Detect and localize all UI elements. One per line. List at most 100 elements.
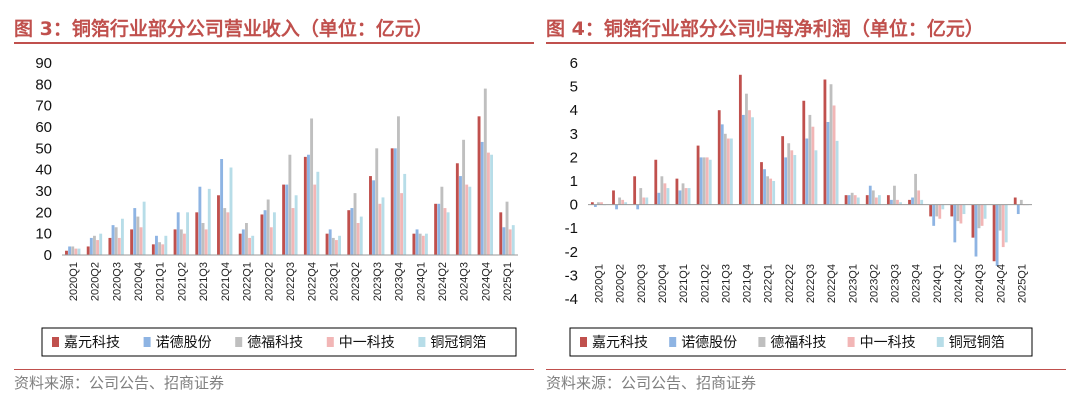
legend-label: 诺德股份 (156, 335, 212, 351)
bar (808, 114, 812, 205)
bar (294, 195, 298, 255)
x-tick-label: 2023Q4 (911, 264, 923, 303)
x-tick-label: 2024Q2 (437, 262, 449, 301)
legend-swatch (580, 337, 587, 347)
x-tick-label: 2022Q4 (826, 264, 838, 303)
bar (223, 208, 227, 255)
bar (612, 190, 615, 205)
bar (71, 246, 75, 255)
bar (99, 233, 103, 255)
bar (769, 178, 773, 205)
bar (871, 190, 875, 205)
bar (424, 233, 428, 255)
bar (96, 240, 100, 255)
x-tick-label: 2022Q1 (763, 264, 775, 303)
bar (681, 183, 685, 205)
legend-swatch (52, 337, 59, 347)
bar (600, 202, 603, 205)
y-tick-label: 2 (570, 149, 578, 166)
bar (826, 122, 830, 205)
bar (850, 192, 854, 205)
bar (878, 195, 881, 205)
bar (935, 204, 939, 217)
bar (772, 181, 776, 205)
bar (111, 225, 115, 255)
bar (1004, 204, 1008, 243)
y-tick-label: -3 (565, 267, 578, 284)
y-tick-label: 60 (35, 119, 52, 136)
legend-label: 德福科技 (770, 335, 826, 351)
title-divider (546, 42, 1066, 44)
bar (266, 199, 270, 255)
bar (418, 233, 422, 255)
bar (832, 105, 836, 205)
bar (359, 216, 363, 255)
y-tick-label: -1 (565, 220, 578, 237)
legend-swatch (669, 337, 677, 347)
y-tick-label: -4 (565, 291, 578, 308)
bar (490, 154, 493, 255)
y-tick-label: 3 (570, 126, 578, 143)
bar (678, 190, 682, 205)
bar (751, 117, 754, 205)
bar (956, 204, 960, 222)
bar (950, 204, 954, 217)
bar (480, 141, 484, 255)
legend-swatch (847, 337, 855, 347)
bar (814, 150, 818, 205)
source-note: 资料来源：公司公告、招商证券 (14, 374, 225, 392)
x-tick-label: 2020Q2 (90, 262, 102, 301)
bar (730, 138, 733, 205)
bar (847, 195, 851, 205)
y-tick-label: 80 (35, 76, 52, 93)
x-tick-label: 2025Q1 (1016, 264, 1028, 303)
bar (334, 240, 338, 255)
bar (896, 199, 899, 205)
bar (263, 210, 267, 255)
bar (726, 138, 730, 205)
bar (338, 235, 341, 255)
bar (856, 197, 860, 205)
bar (941, 204, 945, 210)
x-tick-label: 2023Q3 (372, 262, 384, 301)
bar (186, 212, 189, 255)
bar (597, 202, 600, 205)
bar (313, 184, 317, 255)
bar (998, 204, 1002, 231)
legend-box (41, 327, 517, 357)
bar (440, 186, 444, 255)
x-tick-label: 2021Q4 (742, 264, 754, 303)
bar (699, 157, 703, 205)
bar (995, 204, 999, 266)
bar (920, 199, 924, 205)
title-divider (14, 42, 534, 44)
footer-divider (14, 369, 534, 370)
bar (624, 202, 628, 205)
bar (282, 184, 286, 255)
bar (173, 229, 177, 255)
bar (962, 204, 966, 215)
bar (615, 204, 618, 210)
bar (347, 210, 351, 255)
legend-label: 中一科技 (339, 335, 395, 351)
bar (868, 185, 872, 205)
bar (917, 190, 921, 205)
bar (130, 229, 134, 255)
bar (176, 212, 180, 255)
y-tick-label: 30 (35, 183, 52, 200)
y-tick-label: 40 (35, 162, 52, 179)
x-tick-label: 2024Q2 (953, 264, 965, 303)
y-tick-label: 0 (44, 247, 52, 264)
bar (285, 184, 289, 255)
bar (899, 202, 902, 205)
bar (745, 93, 748, 205)
bar (636, 204, 640, 210)
revenue-chart: 0 10 20 30 40 50 60 70 80 90 2020Q1 2020Q2 2020Q3 202… (35, 55, 518, 357)
bar (397, 116, 400, 255)
x-tick-label: 2022Q3 (285, 262, 297, 301)
bar (220, 159, 224, 255)
y-tick-label: 5 (570, 79, 578, 96)
bar (158, 242, 162, 255)
bar (421, 235, 425, 255)
bar (151, 244, 155, 255)
